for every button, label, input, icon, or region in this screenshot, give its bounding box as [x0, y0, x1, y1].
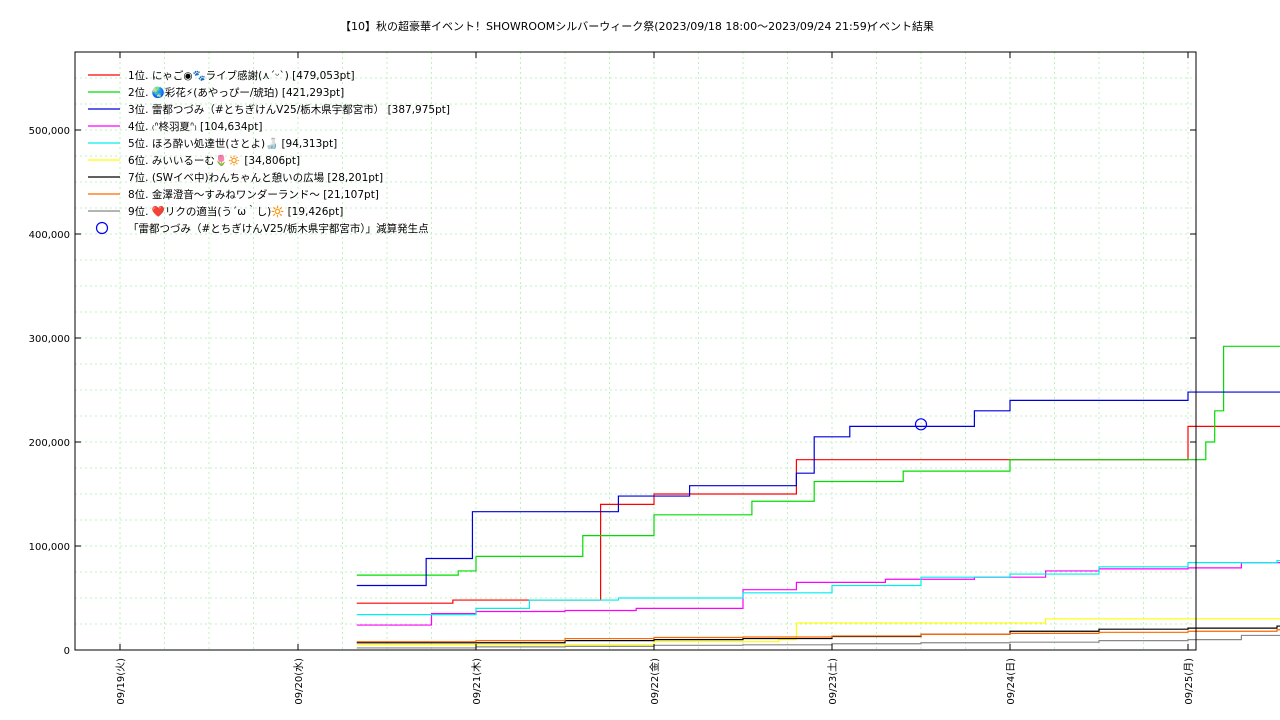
legend-label-8: 8位. 金澤澄音〜すみねワンダーランド〜 [21,107pt] [128, 188, 379, 201]
series-line-5 [356, 559, 1280, 616]
x-tick-label: 09/20(水) [293, 658, 305, 705]
legend-label-3: 3位. 雷都つづみ（#とちぎけんV25/栃木県宇都宮市） [387,975pt] [128, 103, 450, 116]
axes: 0 100,000 200,000 300,000 400,000 500,000 09/1… [29, 52, 1196, 705]
marker-layer [914, 418, 928, 431]
legend-marker-label: 「雷都つづみ（#とちぎけんV25/栃木県宇都宮市）」減算発生点 [128, 222, 429, 235]
legend-marker-swatch [95, 221, 109, 235]
series-line-2 [356, 345, 1280, 576]
x-tick-label: 09/19(火) [115, 658, 127, 705]
chart-title: 【10】秋の超豪華イベント！SHOWROOMシルバーウィーク祭(2023/09/… [340, 19, 871, 33]
legend-label-1: 1位. にゃご◉🐾ライブ感謝(⋏ˊᵕˋ) [479,053pt] [128, 69, 355, 82]
series-line-8 [356, 629, 1280, 643]
plot-frame [74, 51, 1197, 651]
series-line-6 [356, 618, 1280, 646]
legend: 1位. にゃご◉🐾ライブ感謝(⋏ˊᵕˋ) [479,053pt] 2位. 🌏彩花⚡… [88, 69, 450, 235]
y-tick-label: 400,000 [29, 230, 70, 241]
series-line-4 [356, 562, 1280, 626]
chart-title-suffix: イベント結果 [868, 19, 934, 33]
grid [75, 52, 1196, 650]
x-tick-label: 09/21(木) [471, 658, 483, 705]
legend-label-6: 6位. みいいるーむ🌷🔅 [34,806pt] [128, 154, 300, 167]
y-tick-label: 200,000 [29, 438, 70, 449]
legend-label-5: 5位. ほろ酔い処達世(さとよ)🍶 [94,313pt] [128, 137, 337, 150]
y-tick-label: 500,000 [29, 126, 70, 137]
y-tick-label: 300,000 [29, 334, 70, 345]
y-tick-label: 0 [64, 646, 70, 657]
marker-point-1 [914, 418, 928, 431]
x-tick-label: 09/22(金) [648, 658, 661, 705]
legend-label-9: 9位. ❤️リクの適当(う´ω｀し)🔆 [19,426pt] [128, 204, 343, 218]
y-tick-label: 100,000 [29, 542, 70, 553]
series-line-9 [356, 634, 1280, 649]
series-line-1 [356, 425, 1280, 604]
legend-label-7: 7位. (SWイベ中)わんちゃんと憩いの広場 [28,201pt] [128, 171, 383, 184]
legend-label-2: 2位. 🌏彩花⚡(あやっぴー/琥珀) [421,293pt] [128, 86, 344, 99]
series-line-3 [356, 391, 1280, 587]
legend-label-4: 4位. ₍ᐢ柊羽夏ᐢ₎ [104,634pt] [128, 120, 262, 133]
series-layer [356, 345, 1280, 649]
x-tick-label: 09/23(土) [826, 658, 839, 705]
x-tick-label: 09/25(月) [1183, 658, 1195, 705]
x-tick-label: 09/24(日) [1006, 658, 1017, 705]
